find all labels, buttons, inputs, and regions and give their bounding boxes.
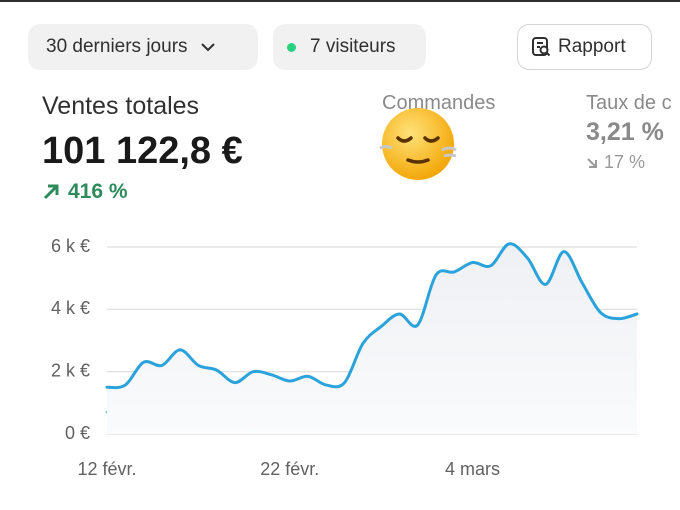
chart: 0 € 2 k € 4 k € 6 k € 12 févr. 22 févr. 4 mars xyxy=(51,236,639,479)
y-tick-label: 0 € xyxy=(65,423,90,443)
x-tick-label: 22 févr. xyxy=(260,459,319,479)
visitors-button[interactable]: 7 visiteurs xyxy=(273,24,426,70)
metric-change: 416 % xyxy=(42,180,128,204)
top-edge xyxy=(0,0,680,2)
period-label: 30 derniers jours xyxy=(46,36,188,57)
report-button[interactable]: Rapport xyxy=(517,24,652,70)
live-dot xyxy=(287,42,296,52)
x-tick-label: 12 févr. xyxy=(77,459,136,479)
metric-value: 101 122,8 € xyxy=(42,130,243,172)
y-tick-label: 2 k € xyxy=(51,360,90,380)
emoji xyxy=(379,108,457,180)
metric-value: 3,21 % xyxy=(586,118,664,146)
sales-line xyxy=(105,242,639,390)
report-label: Rapport xyxy=(558,36,626,57)
y-tick-label: 4 k € xyxy=(51,298,90,318)
change-text: 17 % xyxy=(604,152,646,172)
up-arrow xyxy=(43,184,59,200)
metric-label: Commandes xyxy=(382,92,496,114)
down-arrow xyxy=(587,157,597,168)
area xyxy=(107,243,637,434)
change-text: 416 % xyxy=(68,180,128,203)
metric-label: Taux de c xyxy=(586,92,672,114)
x-tick-label: 4 mars xyxy=(445,459,500,479)
report-icon xyxy=(532,37,551,57)
metric-label: Ventes totales xyxy=(42,92,200,120)
chevron xyxy=(200,43,215,52)
y-tick-label: 6 k € xyxy=(51,236,90,256)
period-button[interactable]: 30 derniers jours xyxy=(28,24,258,70)
visitors-label: 7 visiteurs xyxy=(310,36,396,57)
metric-change: 17 % xyxy=(586,152,645,173)
